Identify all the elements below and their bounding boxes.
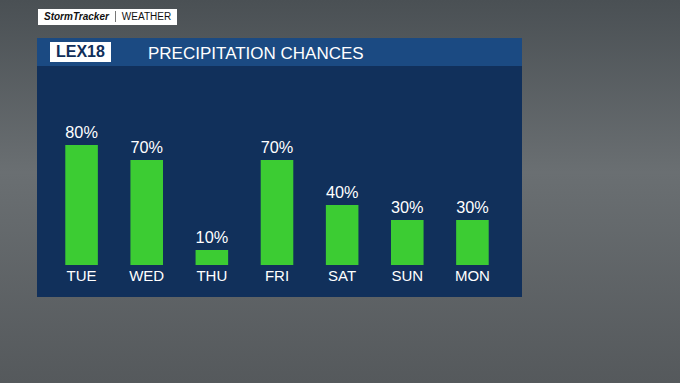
svg-text:70%: 70% [130,138,163,156]
svg-text:10%: 10% [196,228,229,246]
svg-text:PRECIPITATION CHANCES: PRECIPITATION CHANCES [148,44,364,63]
svg-text:70%: 70% [261,138,294,156]
html-text:WEATHER: WEATHER [121,11,172,22]
svg-text:SUN: SUN [391,267,423,284]
svg-text:40%: 40% [326,183,359,201]
svg-text:THU: THU [196,267,227,284]
svg-text:30%: 30% [456,198,489,216]
svg-text:MON: MON [455,267,490,284]
svg-text:FRI: FRI [265,267,289,284]
svg-text:WED: WED [129,267,164,284]
svg-text:30%: 30% [391,198,424,216]
svg-text:TUE: TUE [67,267,97,284]
html-text:StormTracker: StormTracker [44,11,109,22]
svg-text:80%: 80% [65,123,98,141]
svg-text:SAT: SAT [328,267,356,284]
html-text:LEX18: LEX18 [56,43,105,60]
